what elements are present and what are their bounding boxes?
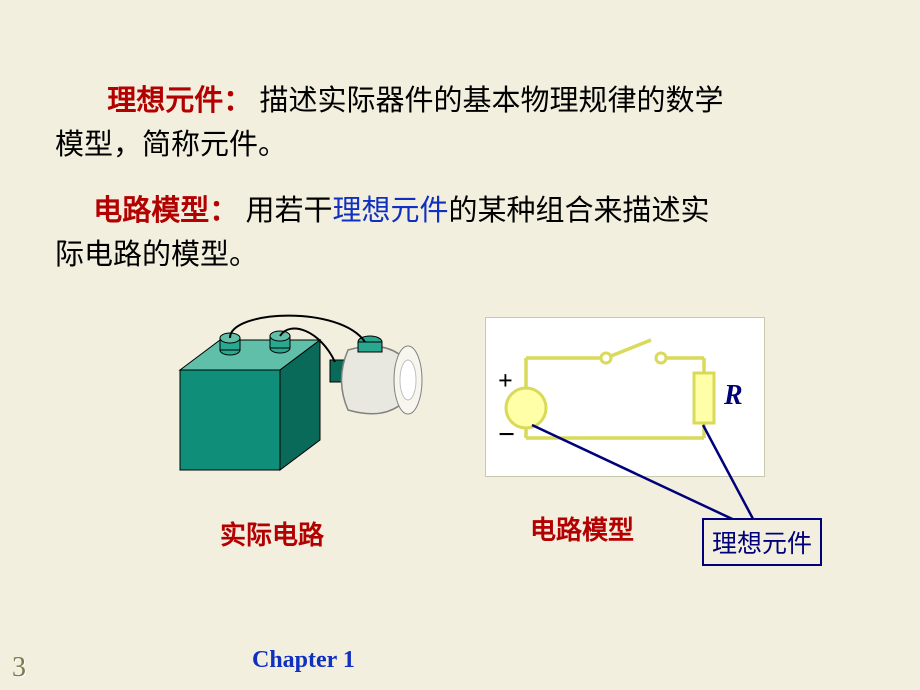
term-circuit-model: 电路模型： (93, 195, 238, 227)
para2-text-a: 用若干 (246, 195, 333, 227)
para2-blue: 理想元件 (333, 195, 449, 227)
chapter-label: Chapter 1 (252, 647, 355, 674)
page-number: 3 (12, 652, 26, 684)
callout-ideal-element: 理想元件 (702, 518, 822, 566)
para2-text-c: 际电路的模型。 (55, 239, 258, 271)
paragraph-ideal-element: 理想元件： 描述实际器件的基本物理规律的数学 模型，简称元件。 (55, 80, 875, 167)
minus-label: − (498, 418, 515, 452)
para1-text-a: 描述实际器件的基本物理规律的数学 (260, 85, 724, 117)
caption-circuit-model: 电路模型 (530, 510, 634, 547)
caption-real-circuit: 实际电路 (220, 515, 324, 552)
diagram-circuit-model: + − R (485, 317, 765, 477)
para1-text-b: 模型，简称元件。 (55, 129, 287, 161)
illustration-real-circuit (170, 300, 430, 495)
resistor-label: R (724, 380, 743, 412)
para2-text-b: 的某种组合来描述实 (449, 195, 710, 227)
term-ideal-element: 理想元件： (107, 85, 252, 117)
paragraph-circuit-model: 电路模型： 用若干理想元件的某种组合来描述实 际电路的模型。 (55, 190, 875, 277)
plus-label: + (498, 366, 513, 396)
